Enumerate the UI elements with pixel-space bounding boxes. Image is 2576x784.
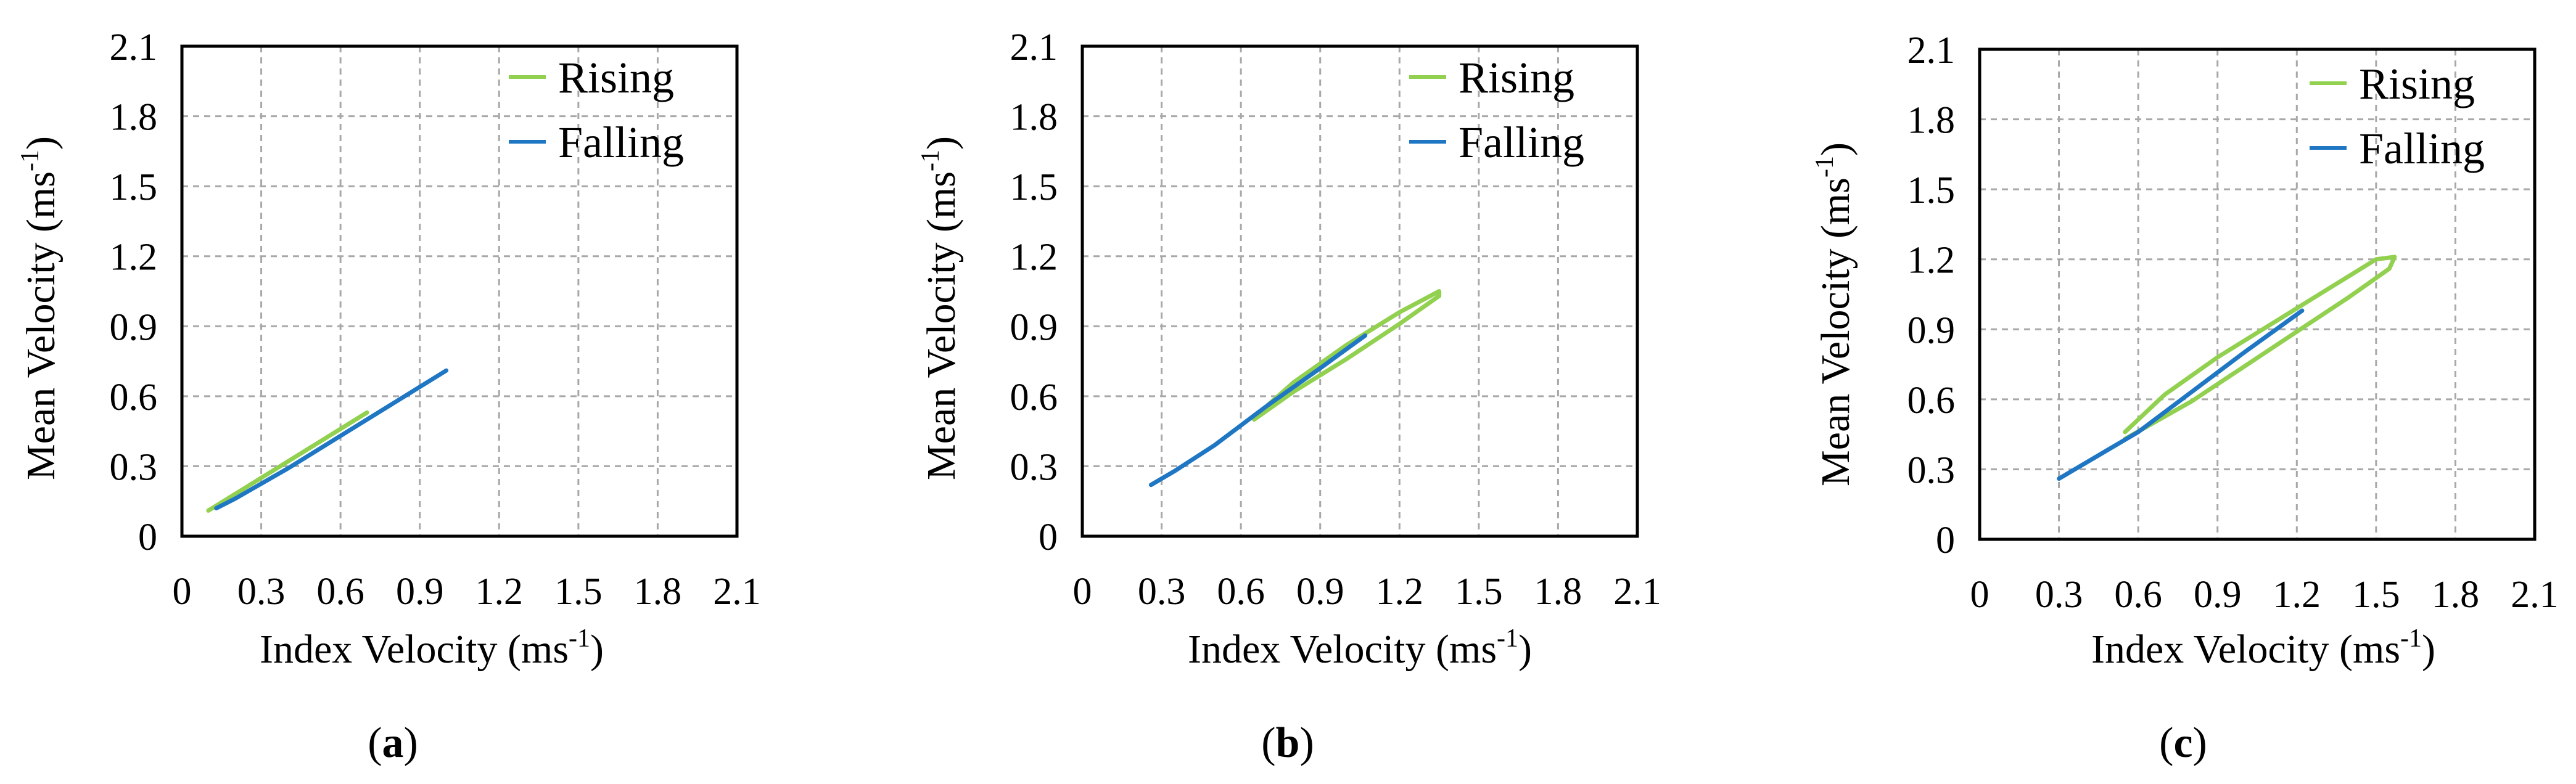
panel-c-legend-rising-label: Rising bbox=[2359, 59, 2475, 108]
panel-c-y-axis-title: Mean Velocity (ms-1) bbox=[1811, 142, 1858, 486]
panel-b-legend: Rising Falling bbox=[1409, 53, 1584, 167]
panel-c-x-tick-label: 1.5 bbox=[2352, 574, 2400, 616]
panel-c-x-tick-label: 0.9 bbox=[2194, 574, 2242, 616]
panel-a-y-tick-label: 0.9 bbox=[110, 306, 158, 348]
panel-a-y-tick-label: 0 bbox=[138, 517, 157, 558]
panel-b-x-tick-label: 1.5 bbox=[1455, 571, 1503, 613]
panel-a-legend-rising-label: Rising bbox=[558, 53, 674, 102]
panel-c-series-rising bbox=[2123, 255, 2397, 441]
panel-b-y-tick-label: 1.2 bbox=[1010, 237, 1058, 279]
panel-b-y-tick-label: 2.1 bbox=[1010, 27, 1058, 68]
panel-c-grid bbox=[1980, 49, 2535, 539]
panel-c-y-tick-label: 0.6 bbox=[1907, 380, 1956, 422]
panel-a-grid bbox=[182, 46, 737, 536]
panel-a: 0 0.3 0.6 0.9 1.2 1.5 1.8 2.1 0 0.3 0.6 0.9 1.2 1.5 1.… bbox=[16, 27, 761, 767]
panel-a-x-tick-label: 1.5 bbox=[554, 571, 603, 613]
panel-a-y-tick-label: 1.5 bbox=[110, 166, 158, 208]
panel-c-y-tick-label: 1.5 bbox=[1907, 169, 1956, 211]
panel-b: 0 0.3 0.6 0.9 1.2 1.5 1.8 2.1 0 0.3 0.6 0.9 1.2 1.5 1.… bbox=[916, 27, 1661, 767]
panel-b-x-tick-label: 0.3 bbox=[1138, 571, 1186, 613]
panel-c-series bbox=[2057, 255, 2397, 481]
panel-a-x-tick-label: 0.6 bbox=[316, 571, 364, 613]
panel-c-y-tick-label: 1.2 bbox=[1907, 240, 1956, 282]
panel-b-x-tick-label: 0.9 bbox=[1296, 571, 1344, 613]
panel-b-label: (b) bbox=[1261, 719, 1314, 767]
panel-a-ticks: 0 0.3 0.6 0.9 1.2 1.5 1.8 2.1 0 0.3 0.6 0.9 1.2 1.5 1.… bbox=[110, 27, 761, 613]
panel-b-x-tick-label: 1.2 bbox=[1376, 571, 1424, 613]
panel-b-y-tick-label: 0.6 bbox=[1010, 377, 1058, 419]
panel-c-label: (c) bbox=[2159, 719, 2207, 767]
panel-b-y-tick-label: 0.3 bbox=[1010, 446, 1058, 488]
panel-c-y-tick-label: 0.3 bbox=[1907, 449, 1956, 491]
panel-a-x-tick-label: 2.1 bbox=[713, 571, 761, 613]
panel-b-x-tick-label: 0.6 bbox=[1217, 571, 1265, 613]
panel-c-y-tick-label: 0.9 bbox=[1907, 309, 1956, 351]
panel-b-series bbox=[1148, 289, 1442, 488]
panel-a-legend-falling-label: Falling bbox=[558, 118, 684, 167]
panel-b-series-falling bbox=[1148, 333, 1368, 488]
panel-c-legend: Rising Falling bbox=[2310, 59, 2485, 173]
panel-a-label: (a) bbox=[368, 719, 418, 767]
panel-a-y-axis-title: Mean Velocity (ms-1) bbox=[16, 136, 64, 480]
panel-b-y-tick-label: 0 bbox=[1039, 517, 1058, 558]
panel-b-grid bbox=[1082, 46, 1637, 536]
panel-a-frame bbox=[180, 44, 739, 538]
panel-c-series-falling bbox=[2057, 308, 2305, 481]
panel-c-x-tick-label: 1.2 bbox=[2273, 574, 2321, 616]
panel-b-frame bbox=[1080, 44, 1639, 538]
panel-c-x-tick-label: 1.8 bbox=[2432, 574, 2480, 616]
panel-a-y-tick-label: 1.8 bbox=[110, 97, 158, 139]
panel-c-ticks: 0 0.3 0.6 0.9 1.2 1.5 1.8 2.1 0 0.3 0.6 0.9 1.2 1.5 1.… bbox=[1907, 30, 2559, 616]
panel-a-y-tick-label: 0.6 bbox=[110, 377, 158, 419]
panel-c-y-tick-label: 2.1 bbox=[1907, 30, 1956, 71]
panel-b-y-tick-label: 0.9 bbox=[1010, 306, 1058, 348]
panel-a-x-tick-label: 0 bbox=[173, 571, 192, 613]
panel-c-y-tick-label: 0 bbox=[1936, 520, 1955, 561]
panel-b-x-tick-label: 0 bbox=[1073, 571, 1092, 613]
panel-a-y-tick-label: 2.1 bbox=[110, 27, 158, 68]
panel-c-legend-falling-label: Falling bbox=[2359, 124, 2485, 173]
panel-c-x-tick-label: 0.3 bbox=[2035, 574, 2083, 616]
panel-a-series bbox=[206, 368, 449, 513]
panel-a-x-tick-label: 1.8 bbox=[634, 571, 682, 613]
panel-a-legend: Rising Falling bbox=[509, 53, 684, 167]
panel-a-x-tick-label: 0.9 bbox=[396, 571, 444, 613]
panel-a-y-tick-label: 0.3 bbox=[110, 446, 158, 488]
panel-c-y-tick-label: 1.8 bbox=[1907, 100, 1956, 142]
panel-a-series-rising bbox=[206, 410, 369, 513]
panel-a-y-tick-label: 1.2 bbox=[110, 237, 158, 279]
panel-b-y-axis-title: Mean Velocity (ms-1) bbox=[916, 136, 964, 480]
panel-a-x-axis-title: Index Velocity (ms-1) bbox=[260, 624, 604, 672]
panel-b-x-tick-label: 2.1 bbox=[1613, 571, 1661, 613]
panel-b-legend-rising-label: Rising bbox=[1459, 53, 1574, 102]
panel-c-x-axis-title: Index Velocity (ms-1) bbox=[2091, 624, 2435, 672]
panel-b-x-axis-title: Index Velocity (ms-1) bbox=[1188, 624, 1532, 672]
panel-c-frame bbox=[1978, 47, 2537, 541]
panel-a-x-tick-label: 1.2 bbox=[475, 571, 524, 613]
panel-c: 0 0.3 0.6 0.9 1.2 1.5 1.8 2.1 0 0.3 0.6 0.9 1.2 1.5 1.… bbox=[1811, 30, 2559, 767]
panel-b-y-tick-label: 1.5 bbox=[1010, 166, 1058, 208]
panel-b-legend-falling-label: Falling bbox=[1459, 118, 1584, 167]
panel-a-x-tick-label: 0.3 bbox=[237, 571, 286, 613]
panel-b-ticks: 0 0.3 0.6 0.9 1.2 1.5 1.8 2.1 0 0.3 0.6 0.9 1.2 1.5 1.… bbox=[1010, 27, 1661, 613]
panel-c-x-tick-label: 0 bbox=[1970, 574, 1990, 616]
panel-a-series-falling bbox=[214, 368, 449, 511]
panel-b-x-tick-label: 1.8 bbox=[1534, 571, 1582, 613]
panel-c-x-tick-label: 2.1 bbox=[2511, 574, 2559, 616]
panel-b-y-tick-label: 1.8 bbox=[1010, 97, 1058, 139]
panel-c-x-tick-label: 0.6 bbox=[2114, 574, 2162, 616]
panel-b-series-rising bbox=[1252, 289, 1442, 422]
